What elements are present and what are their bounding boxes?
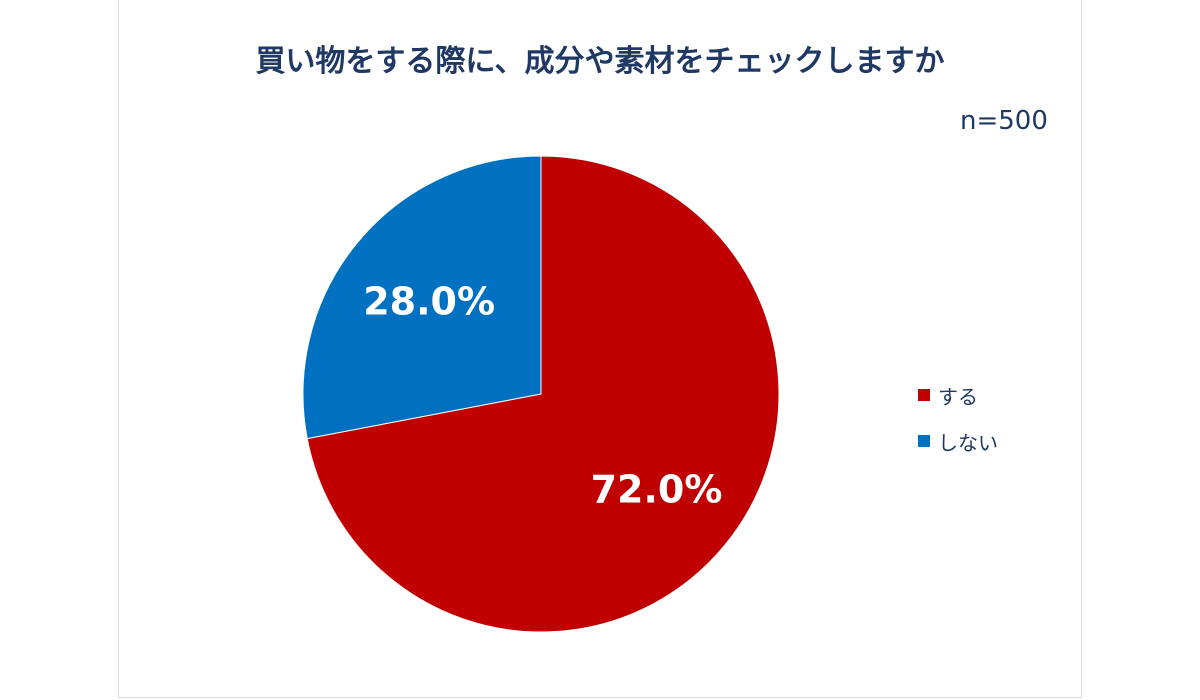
legend-item-shinai: しない (918, 428, 998, 455)
pie-slice-suru (306, 155, 780, 633)
legend: する しない (918, 382, 998, 474)
legend-swatch-suru (918, 389, 930, 401)
slice-label-suru: 72.0% (591, 468, 723, 512)
slice-label-shinai: 28.0% (363, 279, 495, 323)
pie-slice-shinai (302, 155, 542, 440)
legend-label-shinai: しない (938, 430, 998, 455)
legend-item-suru: する (918, 382, 998, 409)
sample-size-label: n=500 (960, 106, 1048, 136)
chart-title: 買い物をする際に、成分や素材をチェックしますか (255, 44, 945, 79)
legend-swatch-shinai (918, 435, 930, 447)
legend-label-suru: する (938, 384, 978, 409)
